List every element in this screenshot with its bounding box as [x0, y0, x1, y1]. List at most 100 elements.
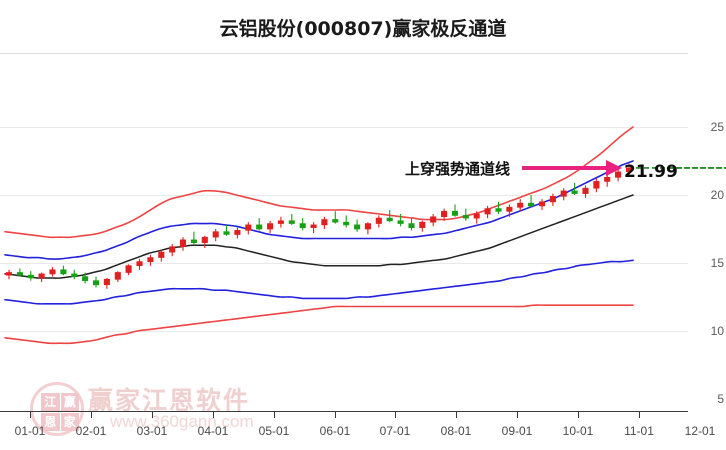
candlestick: [234, 227, 241, 239]
y-axis-tick-25: 25: [710, 120, 724, 134]
candle-body: [375, 217, 382, 224]
x-axis-tickmark: [517, 412, 518, 418]
y-axis-tick-5: 5: [717, 392, 724, 406]
candle-body: [38, 273, 45, 279]
x-axis-tick-12-01: 12-01: [684, 424, 716, 438]
candlestick: [49, 267, 56, 277]
candlestick: [397, 214, 404, 227]
x-axis-tick-06-01: 06-01: [319, 424, 351, 438]
x-axis-tick-02-01: 02-01: [75, 424, 107, 438]
candlestick: [484, 205, 491, 219]
band-line-2: [4, 194, 634, 279]
candlestick: [408, 218, 415, 231]
candlestick: [5, 269, 13, 280]
candlestick: [517, 199, 524, 212]
x-axis-tick-10-01: 10-01: [562, 424, 594, 438]
candlestick: [277, 216, 284, 228]
candlestick: [82, 272, 89, 284]
candlestick: [615, 167, 622, 182]
candle-body: [299, 223, 306, 229]
gridline-20: [0, 195, 688, 196]
candlestick: [179, 237, 187, 251]
candlestick: [267, 220, 274, 234]
candlestick: [430, 214, 437, 227]
candle-body: [495, 208, 502, 212]
page-title: 云铝股份(000807)赢家极反通道: [219, 18, 507, 40]
x-axis-tick-08-01: 08-01: [440, 424, 472, 438]
candle-body: [179, 239, 187, 248]
candle-body: [419, 221, 426, 228]
candlestick: [223, 224, 230, 236]
candle-body: [560, 190, 567, 197]
candlestick: [125, 264, 132, 276]
candle-body: [16, 272, 23, 276]
candlestick: [136, 258, 143, 270]
candlestick: [549, 193, 556, 206]
candlestick: [604, 173, 611, 187]
candle-body: [625, 167, 633, 173]
candle-body: [245, 224, 252, 231]
x-axis-tickmark: [456, 412, 457, 418]
arrow-head: [606, 160, 622, 176]
x-axis-tickmark: [639, 412, 640, 418]
candlestick: [462, 208, 469, 221]
gridline-10: [0, 331, 688, 332]
x-axis-tickmark: [91, 412, 92, 418]
candle-body: [223, 231, 230, 235]
candlestick: [103, 278, 110, 289]
x-axis-tick-03-01: 03-01: [136, 424, 168, 438]
candle-body: [114, 272, 121, 280]
y-axis-tick-15: 15: [710, 256, 724, 270]
candle-body: [354, 224, 361, 230]
plot-top-border: [0, 53, 688, 54]
candlestick: [375, 215, 382, 228]
candlestick: [310, 222, 317, 234]
candle-body: [147, 257, 154, 263]
candle-body: [256, 224, 263, 230]
gridline-25: [0, 127, 688, 128]
candlestick: [571, 182, 578, 195]
candlestick: [506, 204, 513, 217]
candlestick: [473, 211, 480, 224]
candle-body: [103, 278, 110, 286]
candle-body: [267, 223, 274, 230]
x-axis-tick-11-01: 11-01: [624, 424, 654, 438]
candle-body: [332, 219, 339, 223]
x-axis-tick-05-01: 05-01: [258, 424, 290, 438]
candlestick: [169, 244, 176, 257]
band-line-3: [4, 259, 634, 305]
candlestick: [495, 201, 502, 214]
candle-body: [125, 265, 132, 273]
candle-body: [277, 220, 284, 224]
candle-body: [234, 230, 241, 235]
candlestick: [212, 229, 219, 242]
candlestick: [147, 254, 154, 266]
candle-body: [571, 190, 578, 194]
candle-body: [604, 176, 611, 182]
candle-body: [364, 223, 371, 230]
candle-body: [343, 221, 350, 226]
candle-body: [386, 217, 393, 222]
annotation-arrow: [522, 160, 622, 176]
candle-body: [158, 251, 165, 258]
candlestick: [158, 249, 165, 262]
channel-bands: [4, 126, 634, 345]
candlestick: [288, 214, 295, 225]
candle-body: [408, 223, 415, 229]
candle-body: [615, 171, 622, 178]
candlestick: [321, 216, 328, 229]
candlestick: [201, 235, 208, 248]
band-line-4: [4, 304, 634, 345]
candle-body: [169, 246, 176, 253]
x-axis-line: [0, 411, 688, 412]
x-axis-tickmark: [395, 412, 396, 418]
candlestick: [538, 199, 546, 210]
candlestick: [332, 211, 339, 224]
candlestick: [451, 204, 459, 217]
annotation-label: 上穿强势通道线: [405, 160, 511, 178]
candlestick: [386, 210, 393, 223]
candle-body: [60, 269, 67, 275]
candlestick: [560, 188, 567, 201]
x-axis-tickmark: [335, 412, 336, 418]
